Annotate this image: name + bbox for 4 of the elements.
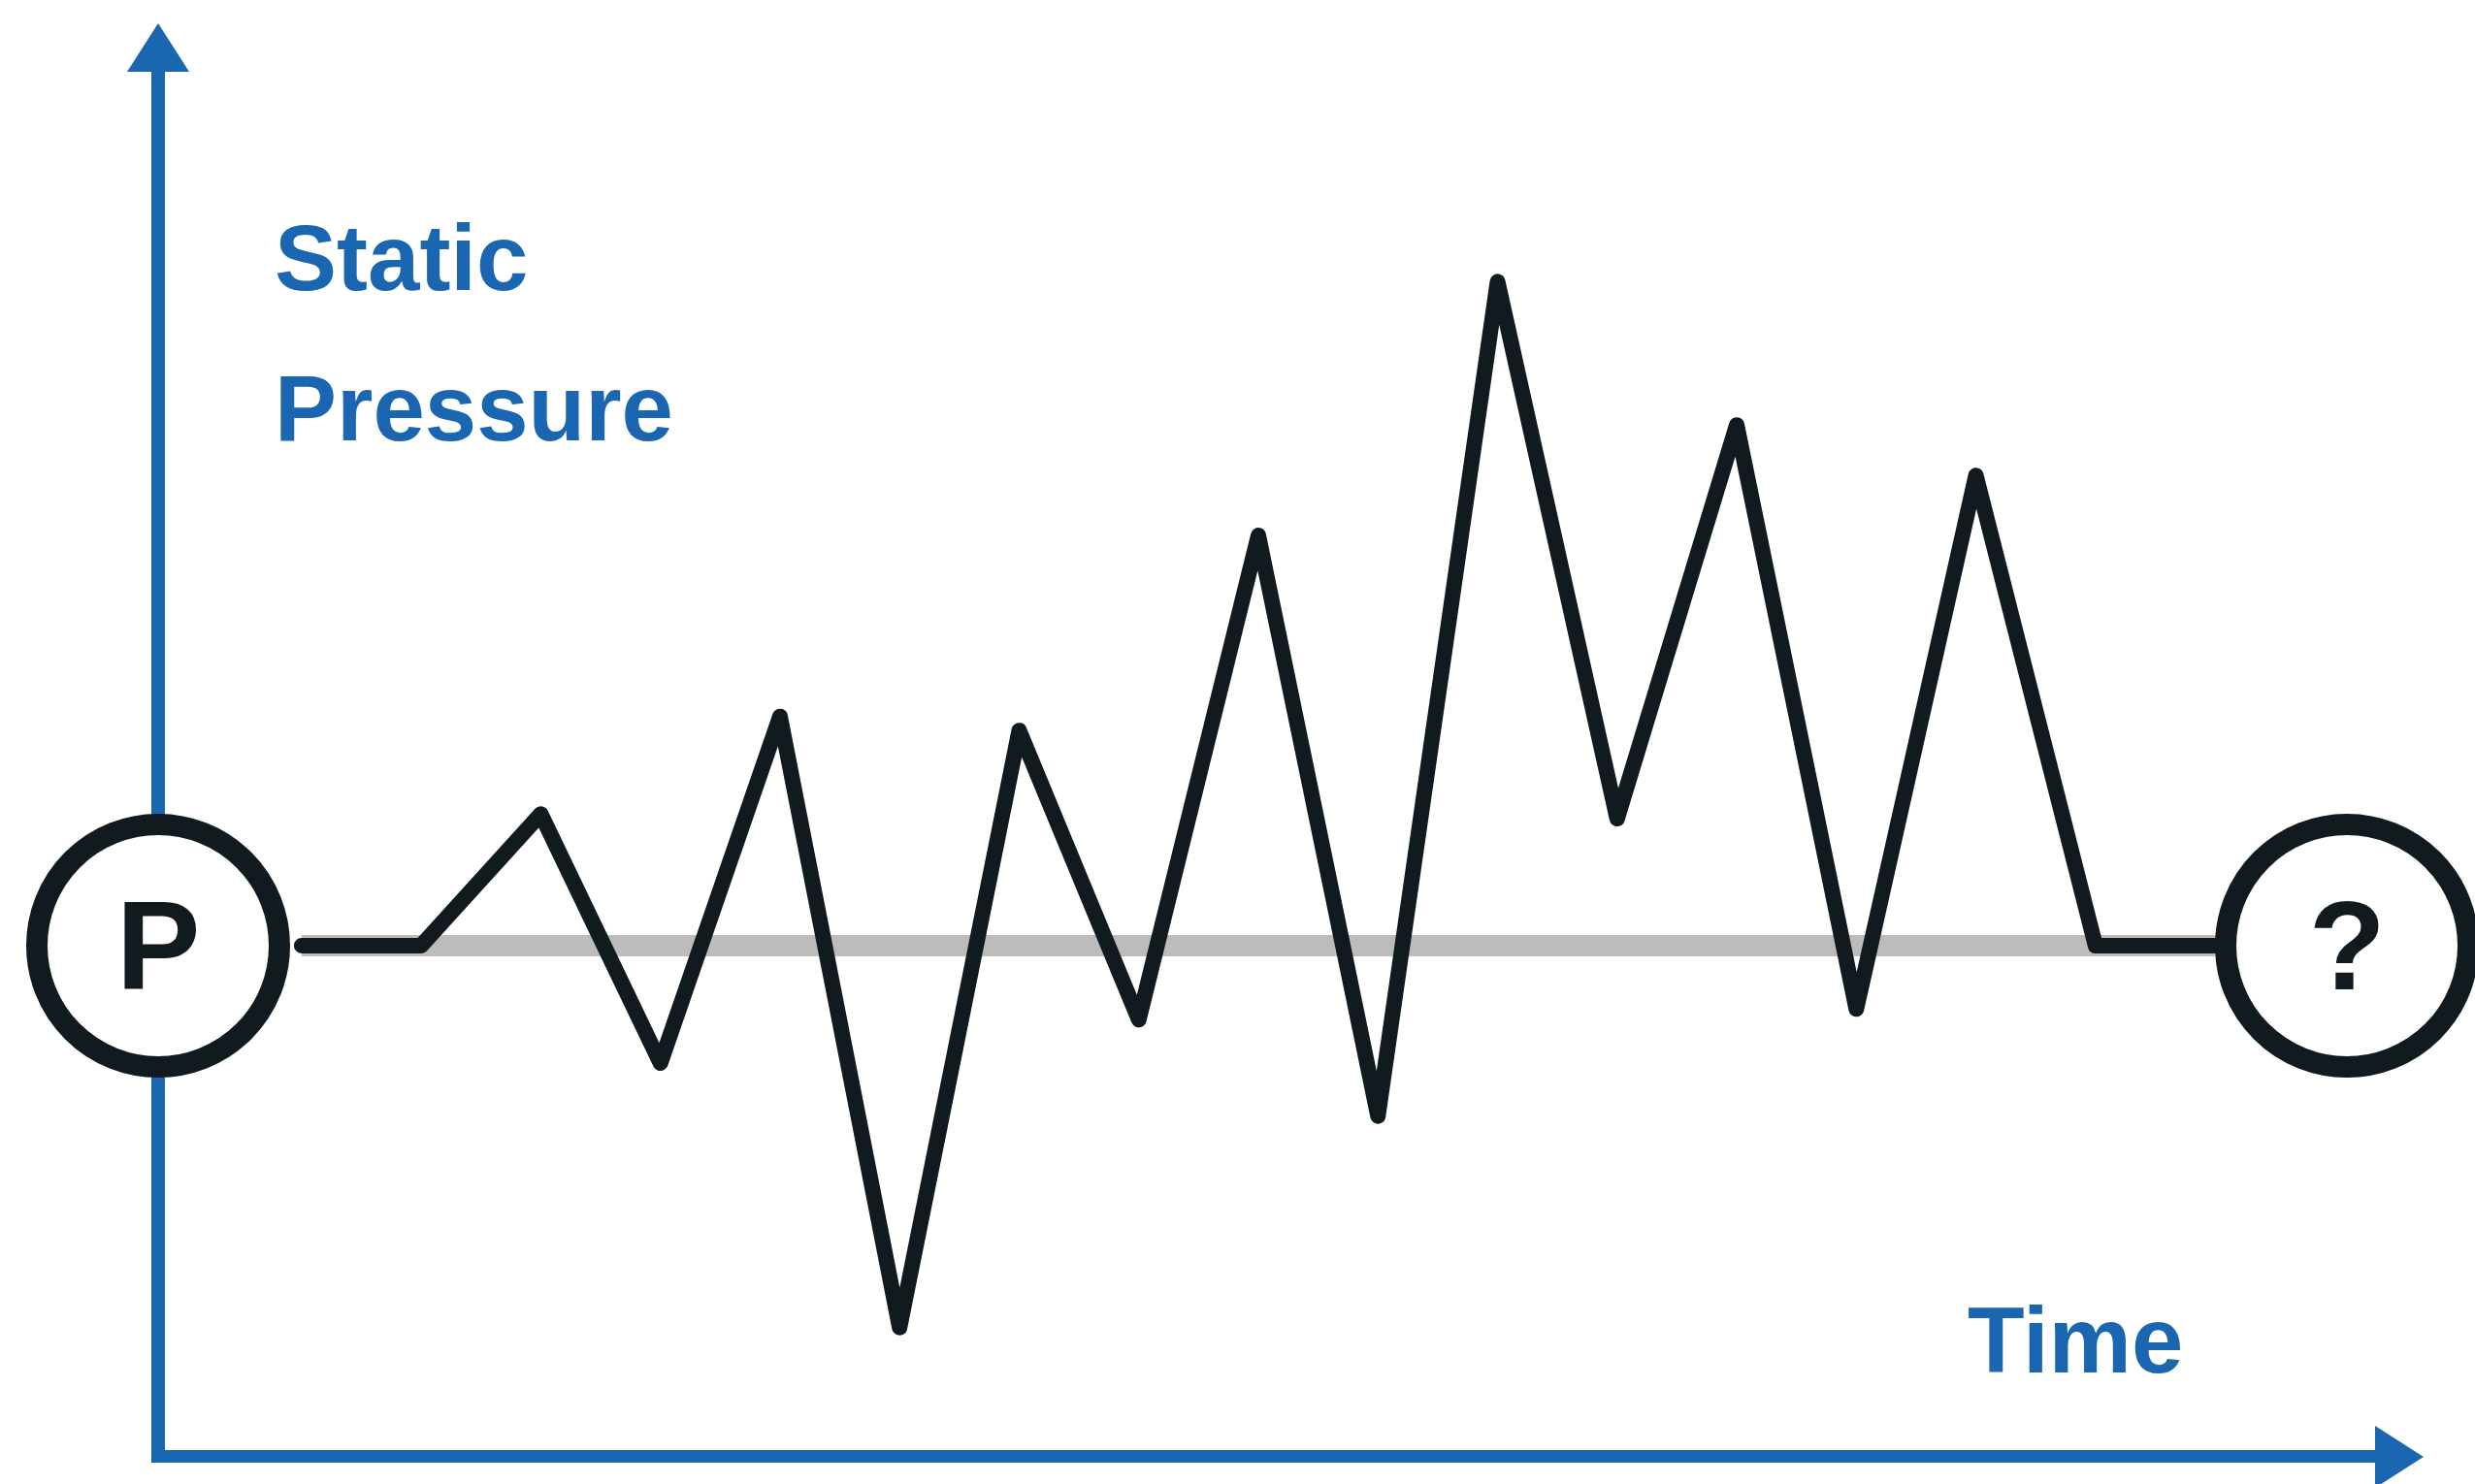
text: P <box>114 874 202 1016</box>
text: ? <box>2307 874 2387 1016</box>
x-axis-title: Time <box>1968 1287 2184 1394</box>
y-axis-title: Static Pressure <box>275 205 674 462</box>
